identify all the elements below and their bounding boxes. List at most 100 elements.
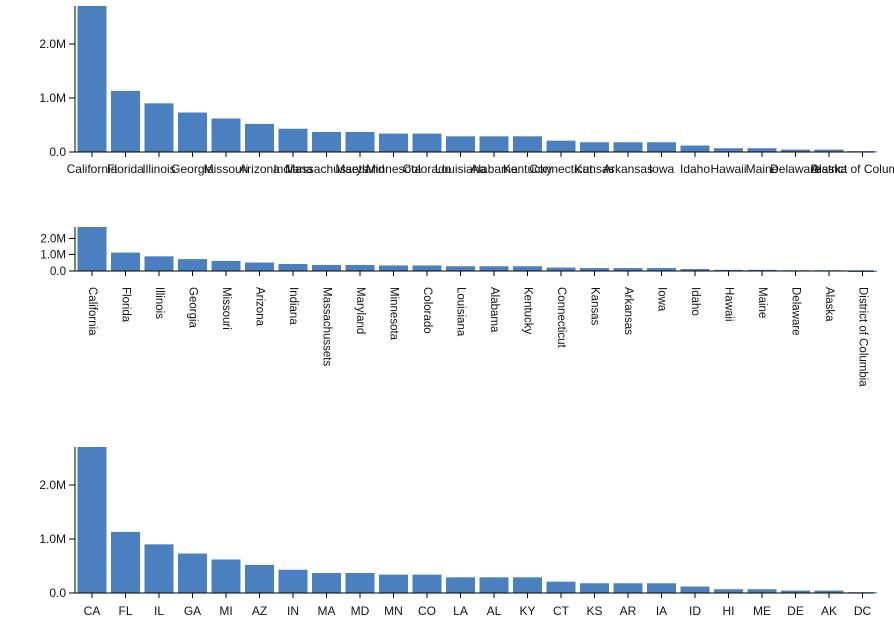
x-tick-label: DE [787, 604, 804, 618]
bar [446, 577, 475, 593]
bar [747, 269, 777, 272]
x-tick-label: Massachussets [320, 287, 332, 367]
bar [546, 140, 576, 152]
bar [580, 142, 609, 152]
x-tick-label: Colorado [421, 287, 433, 334]
bar [211, 118, 241, 152]
bar [680, 145, 710, 152]
bar [111, 531, 140, 593]
bar [379, 133, 408, 152]
bar [312, 572, 341, 593]
chart-3-abbreviated-labels: 0.0 1.0M 2.0M CA FL IL GA MI AZ IN MA MD MN CO LA AL KY C… [39, 447, 877, 618]
bar [345, 131, 375, 152]
bar [77, 447, 107, 593]
bar [580, 583, 609, 593]
bar [479, 266, 509, 271]
bar [144, 544, 174, 593]
bar [77, 6, 107, 152]
bar [814, 149, 844, 152]
x-tick-label: Kansas [588, 287, 600, 326]
bar [747, 148, 777, 152]
x-tick-label: LA [453, 604, 468, 618]
bar [479, 136, 509, 152]
bar [345, 264, 375, 271]
bar [513, 136, 542, 152]
x-tick-label: Florida [107, 162, 144, 176]
bar [714, 589, 743, 593]
x-tick-label: Arkansas [622, 287, 634, 335]
bar [513, 577, 542, 593]
x-tick-label: AR [620, 604, 637, 618]
bar [245, 262, 274, 271]
bar [412, 265, 442, 271]
y-tick-label: 1.0M [40, 250, 66, 262]
x-tick-label: Louisiana [435, 162, 487, 176]
x-tick-label: Maryland [354, 287, 366, 334]
x-tick-label: Idaho [689, 287, 701, 316]
bar [647, 142, 676, 152]
bar [814, 590, 844, 593]
x-tick-label: Hawaii [710, 162, 746, 176]
bar [613, 142, 643, 152]
x-tick-label: Indiana [273, 162, 313, 176]
y-tick-label: 1.0M [39, 91, 66, 105]
y-tick-label: 2.0M [40, 233, 66, 245]
x-tick-label: Arizona [253, 287, 265, 327]
x-tick-label: DC [854, 604, 872, 618]
bar [747, 589, 777, 593]
x-tick-label: Kansas [574, 162, 614, 176]
bar [178, 112, 207, 152]
bar [781, 590, 810, 593]
bar [245, 564, 274, 593]
x-tick-label: Arkansas [603, 162, 653, 176]
x-tick-label: MN [384, 604, 403, 618]
bar [345, 572, 375, 593]
x-tick-label: HI [723, 604, 735, 618]
x-tick-label: Indiana [287, 287, 299, 325]
x-tick-label: ID [689, 604, 701, 618]
bar [412, 133, 442, 152]
x-tick-label: Illinois [153, 287, 165, 319]
bar [144, 256, 174, 271]
bar [781, 149, 810, 152]
x-tick-label: FL [118, 604, 132, 618]
x-tick-label: AK [821, 604, 837, 618]
x-tick-label: Delaware [770, 162, 821, 176]
x-tick-label: Florida [119, 287, 131, 323]
x-tick-label: Illinois [142, 162, 175, 176]
x-tick-label: Georgia [171, 162, 214, 176]
bar [178, 553, 207, 593]
x-tick-label: Louisiana [454, 287, 466, 337]
x-tick-label: Maine [756, 287, 768, 318]
bar [513, 266, 542, 271]
x-tick-label: KS [586, 604, 602, 618]
x-tick-label: Alaska [811, 162, 847, 176]
chart-2-vertical-labels: 0.0 1.0M 2.0M California Florida Illinois Geor… [40, 227, 877, 387]
y-tick-label: 2.0M [39, 478, 66, 492]
x-tick-label: IA [656, 604, 667, 618]
bar [412, 574, 442, 593]
bar [245, 123, 274, 152]
x-tick-label: Massachussets [285, 162, 368, 176]
x-tick-label: Georgia [186, 287, 198, 329]
x-tick-label: CT [553, 604, 570, 618]
bar [278, 263, 308, 271]
x-tick-label: Idaho [680, 162, 710, 176]
x-tick-label: Kentucky [503, 162, 552, 176]
bar [714, 148, 743, 152]
bar [580, 268, 609, 271]
x-tick-label: AL [487, 604, 502, 618]
x-tick-label: Kentucky [521, 287, 533, 335]
x-tick-label: District of Columbia [810, 162, 894, 176]
x-tick-label: Iowa [649, 162, 675, 176]
x-tick-label: Maryland [335, 162, 384, 176]
x-tick-label: California [86, 287, 98, 336]
x-tick-label: Connecticut [529, 162, 593, 176]
bar [546, 267, 576, 271]
bar [211, 260, 241, 271]
x-tick-label: Alabama [470, 162, 518, 176]
x-tick-label: IL [154, 604, 164, 618]
bar [312, 264, 341, 271]
bar [211, 559, 241, 593]
